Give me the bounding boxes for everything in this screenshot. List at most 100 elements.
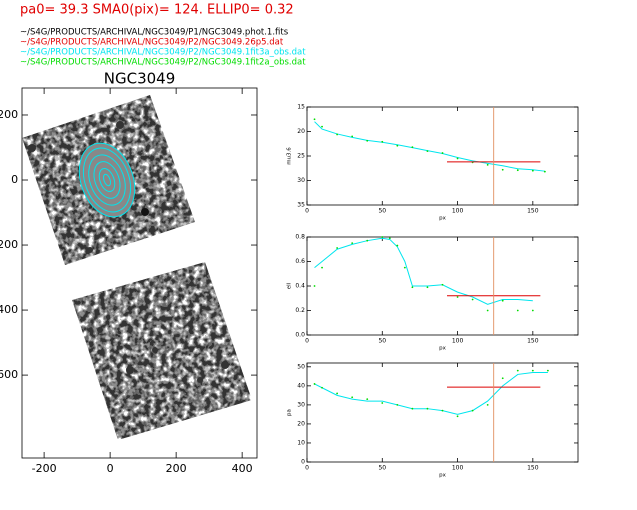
y-tick-label: 0.4 <box>295 283 305 290</box>
data-point <box>543 170 546 173</box>
data-point <box>336 133 339 136</box>
data-point <box>321 266 323 269</box>
x-tick-label: 0 <box>305 338 309 345</box>
data-point <box>351 396 354 399</box>
data-point <box>411 407 414 410</box>
header-title: pa0= 39.3 SMA0(pix)= 124. ELLIP0= 0.32 <box>20 3 294 18</box>
data-point <box>456 157 459 160</box>
y-tick-label: 0.0 <box>295 332 305 339</box>
y-tick-label: 0.8 <box>295 234 305 241</box>
y-tick-label: 30 <box>297 177 305 184</box>
y-tick-label: 50 <box>297 363 305 370</box>
x-tick-label: 0 <box>107 462 114 475</box>
data-point <box>486 309 489 312</box>
data-point <box>313 285 316 287</box>
plot-frame <box>306 362 579 463</box>
x-tick-label: 150 <box>527 208 539 215</box>
data-point <box>321 125 323 128</box>
file-line: ~/S4G/PRODUCTS/ARCHIVAL/NGC3049/P2/NGC30… <box>20 48 306 58</box>
x-tick-label: 200 <box>166 462 187 475</box>
file-line: ~/S4G/PRODUCTS/ARCHIVAL/NGC3049/P1/NGC30… <box>20 28 289 38</box>
y-axis-label: pa <box>287 409 293 416</box>
plot-frame <box>21 87 258 459</box>
y-tick-label: 40 <box>297 382 305 389</box>
data-point <box>426 286 429 289</box>
x-axis-label: px <box>439 216 446 222</box>
isophotes <box>78 142 136 218</box>
x-axis-label: px <box>439 473 446 479</box>
data-point <box>396 244 399 247</box>
data-point <box>336 392 339 395</box>
data-point <box>501 377 504 380</box>
data-point <box>411 286 414 289</box>
data-point <box>486 163 489 166</box>
y-tick-label: 25 <box>297 153 305 160</box>
data-line <box>314 237 533 305</box>
y-tick-label: 35 <box>297 202 305 209</box>
data-point <box>366 398 369 401</box>
chart-title: NGC3049 <box>104 70 176 88</box>
x-tick-label: 50 <box>378 208 386 215</box>
data-point <box>441 409 444 412</box>
data-line <box>314 372 548 415</box>
x-tick-label: 150 <box>527 465 539 472</box>
data-point <box>531 169 534 172</box>
data-point <box>486 403 489 406</box>
stars <box>28 121 229 383</box>
data-line <box>314 121 545 172</box>
data-point <box>516 169 519 172</box>
x-tick-label: 400 <box>232 462 253 475</box>
data-point <box>381 402 384 404</box>
y-tick-label: 0.2 <box>295 307 305 314</box>
y-tick-label: 10 <box>297 439 305 446</box>
image-tile <box>72 262 252 440</box>
data-point <box>396 144 399 147</box>
data-point <box>351 135 354 138</box>
data-point <box>516 369 519 372</box>
data-point <box>351 242 354 245</box>
data-point <box>366 139 369 142</box>
data-point <box>426 407 429 410</box>
y-axis-label: ell <box>287 282 293 289</box>
y-tick-label: 20 <box>297 420 305 427</box>
x-tick-label: 100 <box>452 208 464 215</box>
data-point <box>388 237 391 240</box>
data-point <box>321 386 323 389</box>
x-axis-label: px <box>439 346 446 352</box>
data-point <box>531 369 534 372</box>
x-tick-label: 50 <box>378 338 386 345</box>
data-point <box>471 298 474 301</box>
x-tick-label: 100 <box>452 338 464 345</box>
y-tick-label: -200 <box>0 108 18 121</box>
data-point <box>441 152 444 154</box>
data-point <box>516 309 519 312</box>
data-point <box>411 146 414 149</box>
data-point <box>336 247 339 249</box>
data-point <box>366 239 369 242</box>
y-tick-label: 400 <box>0 303 18 316</box>
data-point <box>381 140 384 143</box>
data-point <box>396 403 399 406</box>
y-axis-label: mu3.6 <box>287 147 293 165</box>
y-tick-label: 200 <box>0 238 18 251</box>
y-tick-label: 15 <box>297 104 305 111</box>
file-line: ~/S4G/PRODUCTS/ARCHIVAL/NGC3049/P2/NGC30… <box>20 58 306 68</box>
data-point <box>471 409 474 412</box>
y-tick-label: 0.6 <box>295 258 305 265</box>
x-tick-label: 0 <box>305 465 309 472</box>
file-line: ~/S4G/PRODUCTS/ARCHIVAL/NGC3049/P2/NGC30… <box>20 38 284 48</box>
data-point <box>501 168 504 171</box>
x-tick-label: -200 <box>32 462 57 475</box>
y-tick-label: 0 <box>301 459 305 466</box>
data-point <box>381 236 384 238</box>
plot-frame <box>306 236 579 336</box>
data-point <box>501 299 504 302</box>
galaxy-image <box>22 95 252 440</box>
plot-frame <box>306 106 579 206</box>
x-tick-label: 50 <box>378 465 386 472</box>
x-tick-label: 0 <box>305 208 309 215</box>
data-point <box>456 415 459 418</box>
data-point <box>403 266 406 269</box>
